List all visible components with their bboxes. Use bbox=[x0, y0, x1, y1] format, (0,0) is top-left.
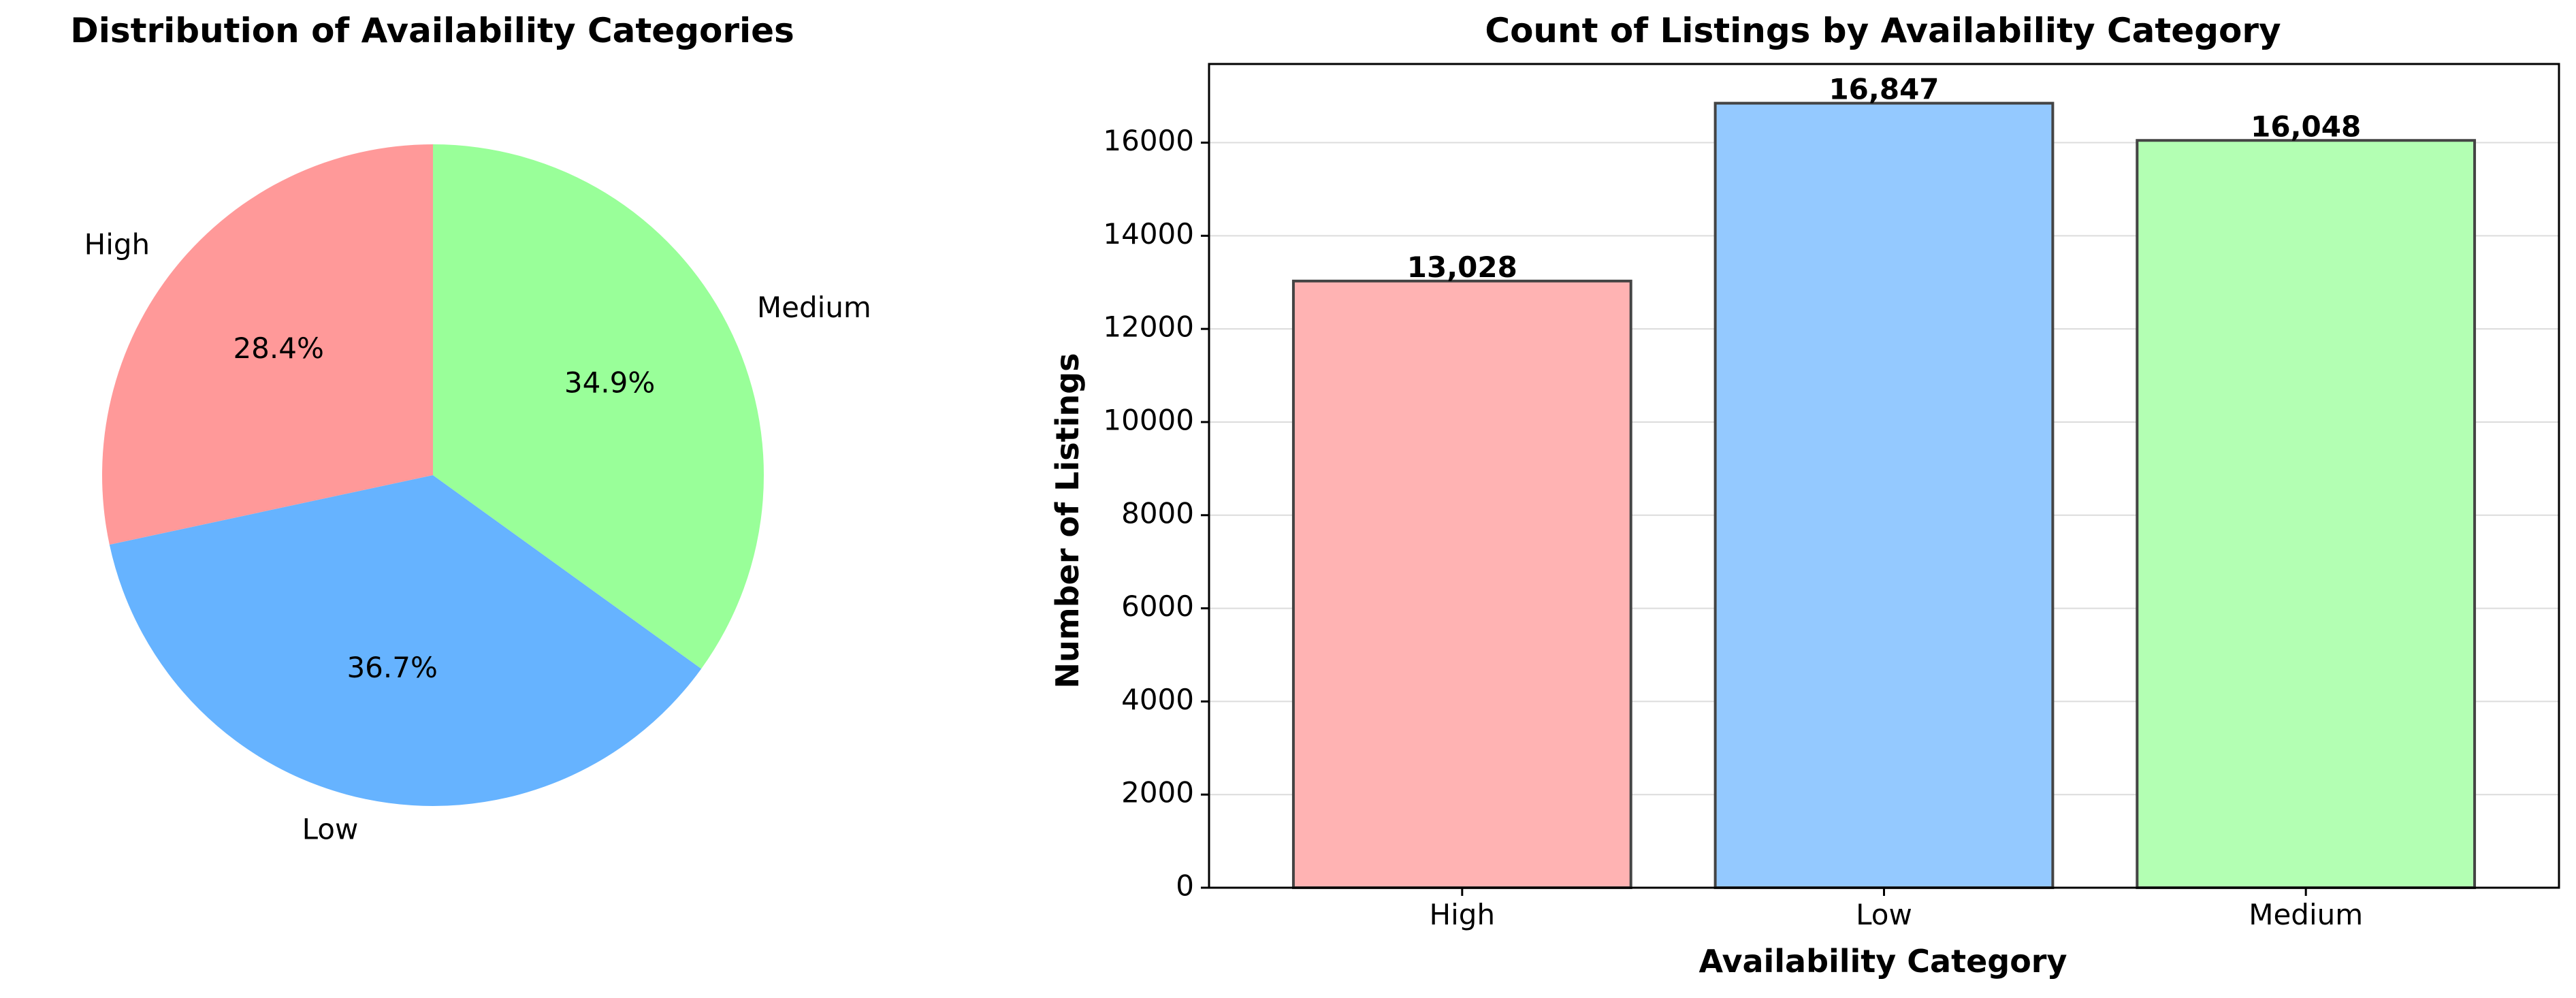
x-tick-label-low: Low bbox=[1856, 898, 1912, 931]
pie-slice-high bbox=[102, 144, 433, 545]
bar-title: Count of Listings by Availability Catego… bbox=[1485, 11, 2281, 50]
pie-slice-medium bbox=[433, 144, 764, 669]
pie-labels: High 28.4% Low 36.7% Medium 34.9% bbox=[84, 228, 871, 846]
pie-label-low: Low bbox=[302, 813, 359, 846]
bar-chart: Count of Listings by Availability Catego… bbox=[1049, 11, 2560, 980]
y-tick-label: 0 bbox=[1176, 869, 1194, 903]
y-axis-ticks: 0 2000 4000 6000 8000 10000 12000 14000 16000 bbox=[1103, 124, 1209, 903]
y-tick-label: 12000 bbox=[1103, 310, 1194, 344]
bar-medium bbox=[2136, 139, 2477, 890]
y-tick-label: 4000 bbox=[1121, 683, 1194, 716]
x-axis-ticks: High Low Medium bbox=[1430, 888, 2363, 931]
y-tick-label: 2000 bbox=[1121, 776, 1194, 809]
y-tick-label: 14000 bbox=[1103, 217, 1194, 251]
bar-value-label-medium: 16,048 bbox=[2251, 110, 2361, 143]
pie-label-medium: Medium bbox=[757, 291, 871, 324]
y-tick-label: 16000 bbox=[1103, 124, 1194, 157]
y-tick-label: 10000 bbox=[1103, 403, 1194, 436]
pie-percent-high: 28.4% bbox=[233, 332, 323, 365]
pie-slices bbox=[102, 144, 764, 806]
pie-percent-low: 36.7% bbox=[347, 651, 437, 684]
x-axis-label: Availability Category bbox=[1699, 943, 2067, 980]
y-axis-label: Number of Listings bbox=[1049, 353, 1086, 689]
bar-high bbox=[1291, 279, 1632, 889]
pie-chart: Distribution of Availability Categories … bbox=[70, 11, 871, 846]
bar-value-labels: 13,028 16,847 16,048 bbox=[1407, 73, 2361, 284]
pie-percent-medium: 34.9% bbox=[564, 366, 655, 400]
y-tick-label: 8000 bbox=[1121, 496, 1194, 530]
bar-value-label-high: 13,028 bbox=[1407, 251, 1517, 284]
bar-value-label-low: 16,847 bbox=[1829, 73, 1939, 106]
x-tick-label-high: High bbox=[1430, 898, 1496, 931]
bar-bars bbox=[1291, 101, 2477, 890]
x-tick-label-medium: Medium bbox=[2249, 898, 2363, 931]
pie-slice-low bbox=[109, 475, 702, 806]
y-tick-label: 6000 bbox=[1121, 590, 1194, 623]
pie-label-high: High bbox=[84, 228, 150, 261]
pie-title: Distribution of Availability Categories bbox=[70, 11, 794, 50]
bar-low bbox=[1713, 101, 2055, 890]
